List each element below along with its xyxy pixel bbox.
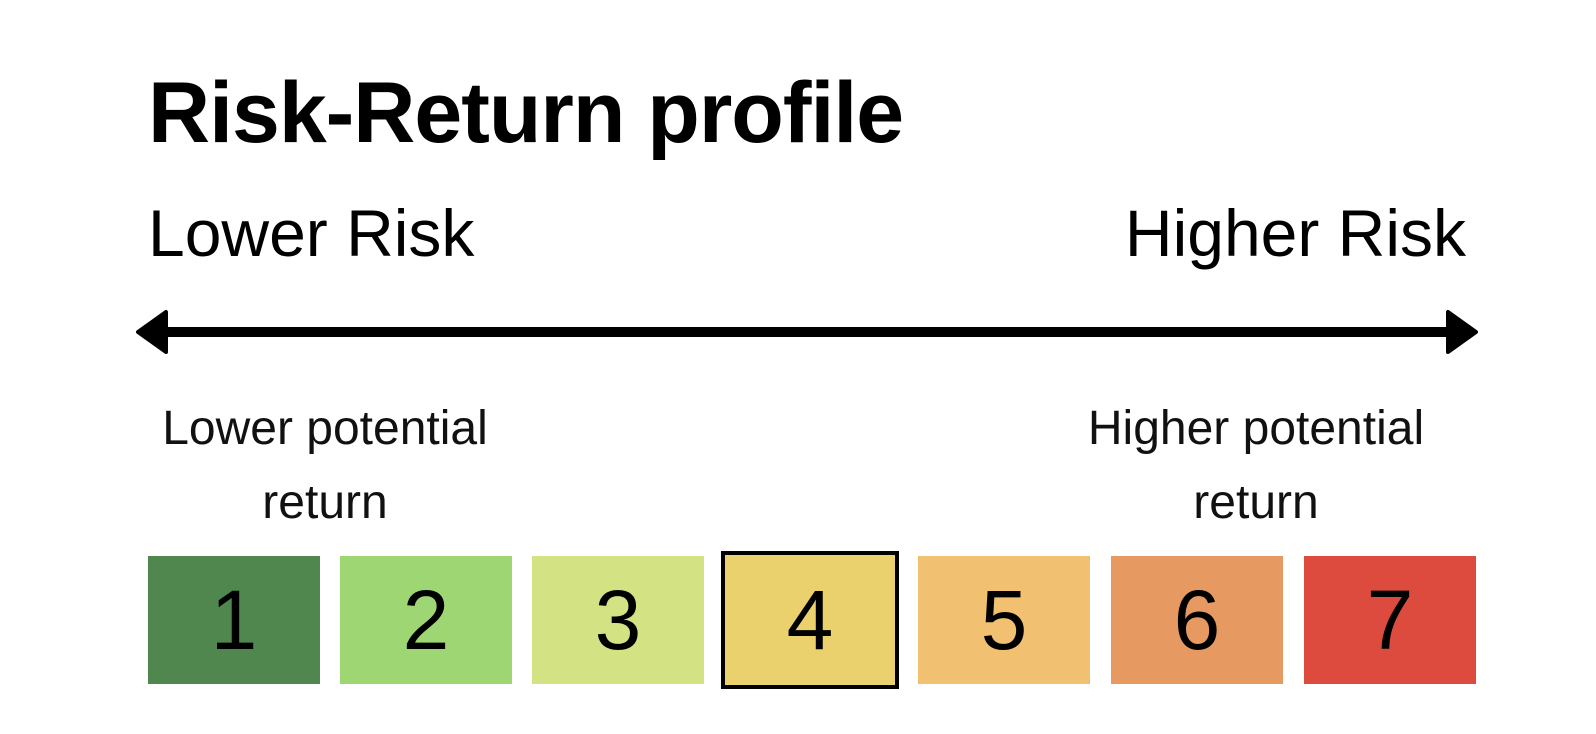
risk-level-1: 1 xyxy=(148,556,320,684)
risk-level-5: 5 xyxy=(918,556,1090,684)
left-arrowhead-icon xyxy=(136,310,168,354)
lower-return-label: Lower potential return xyxy=(140,392,510,540)
double-headed-arrow xyxy=(136,310,1478,354)
risk-scale: 1 2 3 4 5 6 7 xyxy=(148,551,1478,689)
risk-level-6: 6 xyxy=(1111,556,1283,684)
higher-return-line1: Higher potential xyxy=(1087,402,1425,455)
lower-risk-label: Lower Risk xyxy=(148,196,475,270)
higher-return-line2: return xyxy=(1193,476,1319,529)
lower-return-line2: return xyxy=(262,476,388,529)
right-arrowhead-icon xyxy=(1446,310,1478,354)
risk-level-7: 7 xyxy=(1304,556,1476,684)
lower-return-line1: Lower potential xyxy=(162,402,488,455)
risk-level-2: 2 xyxy=(340,556,512,684)
higher-risk-label: Higher Risk xyxy=(1124,196,1466,270)
higher-return-label: Higher potential return xyxy=(1066,392,1446,540)
page-title: Risk-Return profile xyxy=(148,65,904,161)
risk-level-4: 4 xyxy=(721,551,899,689)
risk-level-3: 3 xyxy=(532,556,704,684)
